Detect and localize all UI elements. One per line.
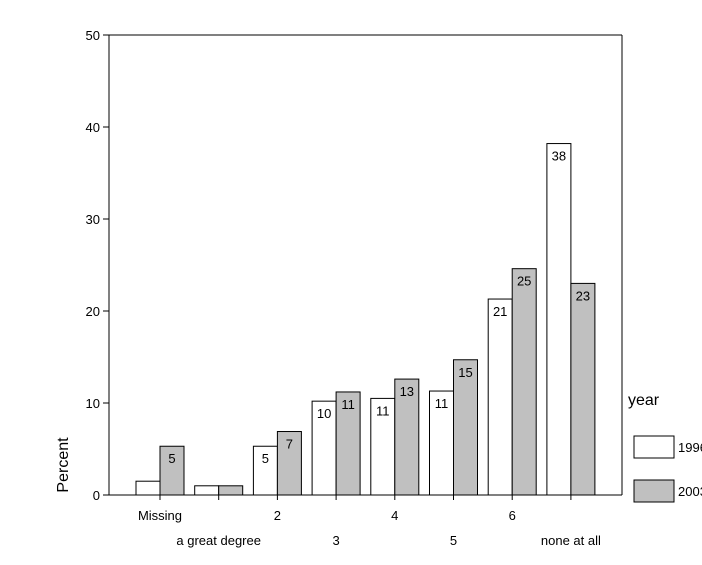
bar-value-label: 23 xyxy=(576,288,590,303)
x-tick-label: 3 xyxy=(332,533,339,548)
bar-1996 xyxy=(135,480,161,496)
y-tick-label: 30 xyxy=(86,212,100,227)
y-axis-title: Percent xyxy=(55,437,72,493)
bar-value-label: 11 xyxy=(376,403,390,418)
bar-1996 xyxy=(487,298,513,496)
bar-value-label: 11 xyxy=(435,396,449,411)
x-tick-label: 6 xyxy=(509,508,516,523)
bar-value-label: 13 xyxy=(400,384,414,399)
bar-value-label: 5 xyxy=(262,451,269,466)
bar-value-label: 10 xyxy=(317,406,331,421)
y-tick-label: 50 xyxy=(86,28,100,43)
legend-title: year xyxy=(628,392,660,409)
y-tick-label: 40 xyxy=(86,120,100,135)
bar-value-label: 21 xyxy=(493,304,507,319)
y-tick-label: 20 xyxy=(86,304,100,319)
y-axis: 0 10 20 30 40 50 xyxy=(86,28,110,503)
y-tick-label: 10 xyxy=(86,396,100,411)
legend-swatch-2003 xyxy=(633,479,675,503)
legend: year 1996 2003 xyxy=(628,392,702,503)
bar-1996 xyxy=(429,390,454,496)
bar-2003 xyxy=(511,268,537,496)
bar-2003 xyxy=(218,485,244,496)
bar-1996 xyxy=(252,445,278,496)
x-tick-label: none at all xyxy=(541,533,601,548)
bar-2003 xyxy=(159,445,185,496)
x-tick-label: 2 xyxy=(274,508,281,523)
bar-value-label: 5 xyxy=(168,451,175,466)
bars-group xyxy=(135,143,596,496)
bar-value-label: 25 xyxy=(517,274,531,289)
bar-1996 xyxy=(546,143,572,496)
legend-label-1996: 1996 xyxy=(678,440,702,455)
bar-labels-group: 5 5 7 10 11 11 13 11 15 21 25 38 23 xyxy=(168,149,590,467)
x-tick-label: Missing xyxy=(138,508,182,523)
legend-label-2003: 2003 xyxy=(678,484,702,499)
bar-1996 xyxy=(194,485,220,496)
y-tick-label: 0 xyxy=(93,488,100,503)
legend-swatch-1996 xyxy=(633,435,675,459)
bar-value-label: 7 xyxy=(286,437,293,452)
bar-2003 xyxy=(453,359,478,496)
bar-value-label: 11 xyxy=(341,397,355,412)
x-tick-label: 4 xyxy=(391,508,398,523)
bar-value-label: 15 xyxy=(458,365,472,380)
x-tick-label: 5 xyxy=(450,533,457,548)
x-tick-label: a great degree xyxy=(176,533,261,548)
bar-2003 xyxy=(570,282,596,496)
bar-value-label: 38 xyxy=(552,149,566,164)
x-axis: Missing 2 4 6 a great degree 3 5 none at all xyxy=(109,494,622,548)
bar-1996 xyxy=(370,397,396,496)
